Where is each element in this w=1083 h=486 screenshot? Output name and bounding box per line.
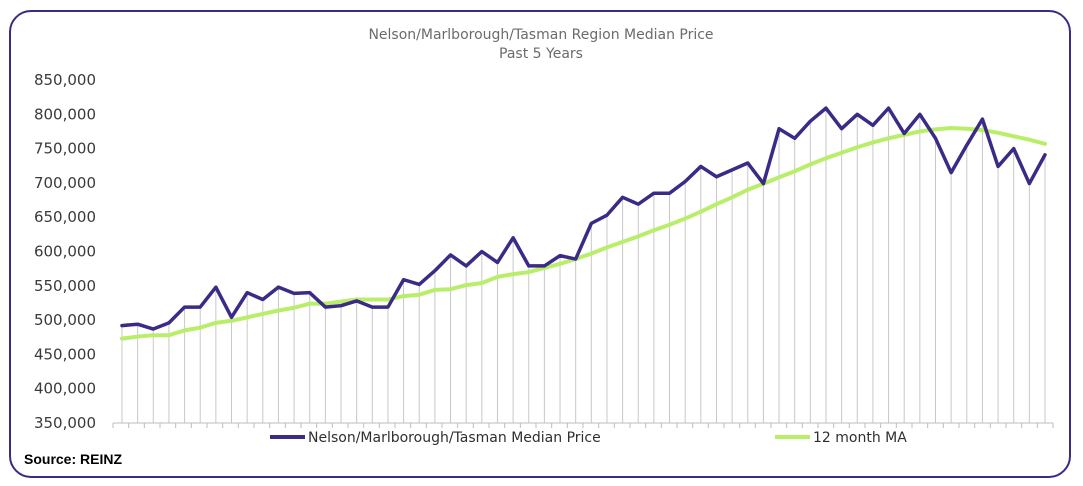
x-axis-ticks [112,423,1054,428]
chart-title: Nelson/Marlborough/Tasman Region Median … [368,27,713,43]
series-line-12-month-ma [120,126,1047,341]
y-tick-label: 750,000 [34,140,96,158]
y-tick-label: 500,000 [34,311,96,329]
legend: Nelson/Marlborough/Tasman Median Price 1… [270,430,907,446]
y-tick-label: 850,000 [34,71,96,89]
drop-lines [121,108,1046,423]
y-tick-label: 600,000 [34,243,96,261]
y-tick-label: 650,000 [34,208,96,226]
legend-label-median-price: Nelson/Marlborough/Tasman Median Price [308,430,601,446]
source-note: Source: REINZ [24,451,123,467]
y-axis-tick-labels: 350,000 400,000 450,000 500,000 550,000 600,0… [34,71,96,432]
y-tick-label: 550,000 [34,277,96,295]
chart-subtitle: Past 5 Years [499,46,583,62]
y-tick-label: 450,000 [34,345,96,363]
series-line-median-price [120,106,1047,331]
y-tick-label: 700,000 [34,174,96,192]
y-tick-label: 350,000 [34,414,96,432]
y-tick-label: 800,000 [34,105,96,123]
chart-frame [9,10,1071,478]
y-tick-label: 400,000 [34,380,96,398]
legend-label-12-month-ma: 12 month MA [813,430,907,446]
